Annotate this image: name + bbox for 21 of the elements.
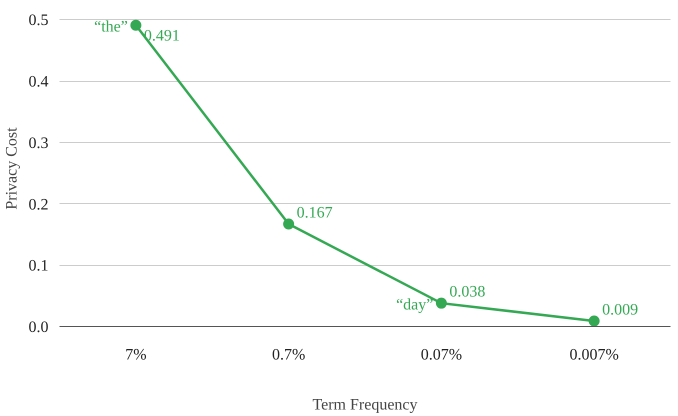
y-tick-label: 0.2 <box>28 196 48 214</box>
y-tick-label: 0.3 <box>28 134 48 152</box>
x-axis-title: Term Frequency <box>312 396 418 414</box>
data-label: 0.167 <box>296 204 333 222</box>
x-tick-label: 0.007% <box>569 346 619 364</box>
y-tick-label: 0.1 <box>28 258 48 275</box>
y-tick-label: 0.5 <box>28 12 48 30</box>
point <box>436 298 447 309</box>
x-tick-label: 0.07% <box>420 346 462 364</box>
y-tick-label: 0.0 <box>28 319 48 336</box>
annotation: “day” <box>396 296 434 314</box>
point <box>283 218 294 230</box>
y-axis-title: Privacy Cost <box>4 126 20 210</box>
point <box>588 315 600 326</box>
x-tick-label: 0.7% <box>272 346 306 364</box>
x-tick-label: 7% <box>125 346 147 364</box>
point <box>130 20 142 31</box>
data-label: 0.038 <box>449 284 486 301</box>
annotation: “the” <box>94 18 128 36</box>
y-tick-label: 0.4 <box>28 74 48 91</box>
data-label: 0.009 <box>602 301 638 318</box>
